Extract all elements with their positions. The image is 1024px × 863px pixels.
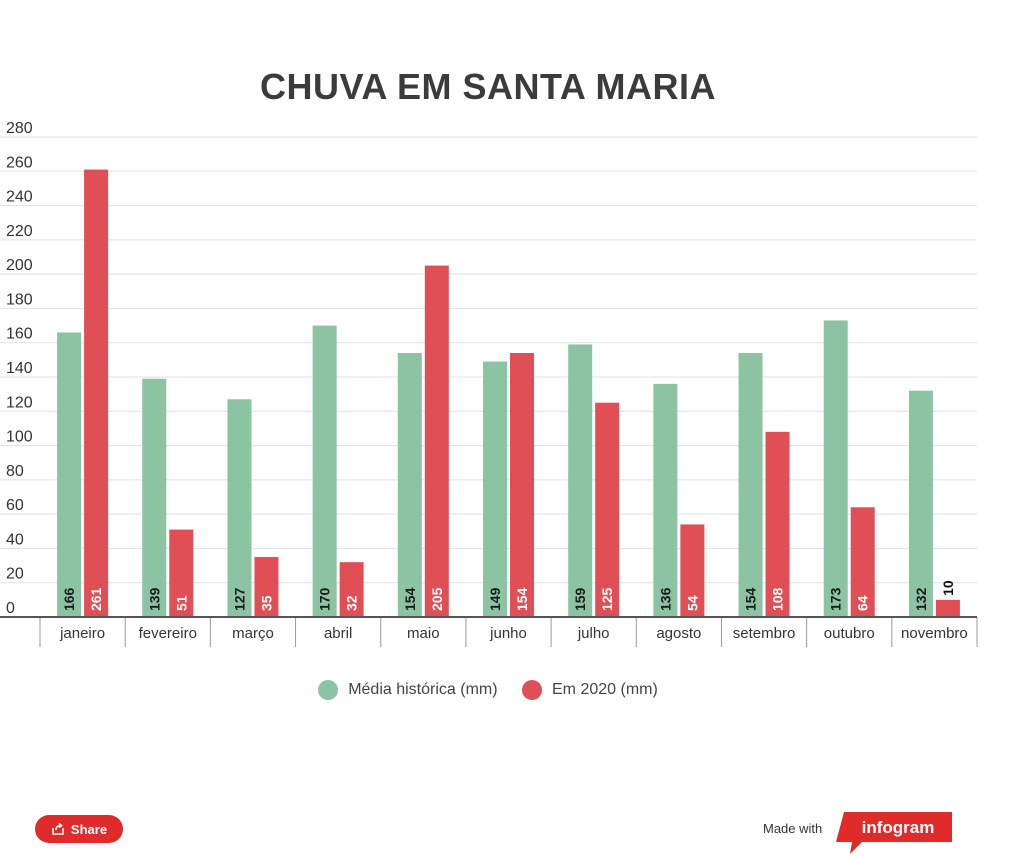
bar [397,353,422,617]
bar [765,431,790,617]
bar [595,402,620,617]
data-label: 154 [402,587,418,611]
bar [339,562,364,617]
bar [57,332,82,617]
bar [227,399,252,617]
y-tick-label: 60 [6,497,24,514]
legend-label-2020: Em 2020 (mm) [552,681,658,698]
x-tick-label: abril [324,625,352,642]
bars [57,169,960,618]
bar [169,529,194,617]
data-label: 154 [743,587,759,611]
data-label: 35 [258,595,274,611]
data-label: 149 [487,587,503,611]
legend-item-media[interactable]: Média histórica (mm) [318,680,498,700]
x-tick-label: outubro [824,625,875,642]
x-tick-label: março [232,625,274,642]
legend-swatch-media [318,680,339,700]
x-tick-label: janeiro [59,625,105,642]
y-tick-label: 220 [6,223,33,240]
y-tick-label: 0 [6,600,15,617]
share-button[interactable]: Share [35,815,123,843]
x-tick-label: agosto [656,625,701,642]
y-tick-label: 140 [6,360,33,377]
bar [312,325,337,617]
data-label: 166 [61,587,77,611]
bar [254,557,279,617]
x-tick-label: setembro [733,625,796,642]
data-label: 154 [514,587,530,611]
data-label: 205 [429,587,445,611]
data-label: 173 [828,587,844,611]
x-axis: janeiro fevereiro março abril maio junho julho… [0,616,978,647]
data-label: 32 [344,595,360,611]
y-tick-label: 280 [6,120,33,137]
data-label: 10 [940,580,956,596]
legend-swatch-2020 [522,680,542,700]
bar [142,378,167,617]
data-label: 108 [770,587,786,611]
data-label: 136 [657,587,673,611]
y-tick-label: 200 [6,257,33,274]
share-icon [52,822,64,835]
bar [483,361,507,617]
data-label: 139 [146,587,162,611]
bar [823,320,848,617]
data-label: 170 [317,587,333,611]
infogram-logo-text: infogram [862,818,935,837]
y-tick-label: 180 [6,291,33,308]
data-label: 132 [913,587,929,611]
y-tick-label: 120 [6,394,33,411]
y-tick-label: 260 [6,154,33,171]
y-tick-label: 20 [6,566,24,583]
data-label: 125 [599,587,615,611]
bar [424,265,449,617]
bar [84,169,109,618]
x-tick-label: maio [407,625,440,642]
y-axis-ticks: 0 20 40 60 80 100 120 140 160 180 200 220 240 260 280 [6,120,33,617]
x-tick-label: julho [577,625,610,642]
data-label: 261 [88,587,104,611]
share-label: Share [70,821,108,837]
y-tick-label: 100 [6,429,33,446]
infogram-logo[interactable]: infogram [836,812,952,854]
made-with-label: Made with [763,821,823,836]
chart-title: CHUVA EM SANTA MARIA [260,66,716,107]
y-tick-label: 240 [6,189,33,206]
bar [510,353,534,617]
data-label: 127 [231,587,247,611]
legend-item-2020[interactable]: Em 2020 (mm) [522,680,658,700]
x-tick-label: junho [489,625,527,642]
x-tick-label: novembro [901,625,968,642]
data-label: 54 [684,595,700,611]
bar [738,353,763,617]
y-tick-label: 40 [6,531,24,548]
legend-label-media: Média histórica (mm) [348,681,498,698]
bar [680,524,705,617]
data-labels: 166 261 139 51 127 35 170 32 154 205 149 154 159 125 1… [61,580,956,611]
data-label: 51 [173,595,189,611]
data-label: 64 [855,595,871,611]
legend: Média histórica (mm) Em 2020 (mm) [0,680,976,705]
x-tick-label: fevereiro [139,625,197,642]
bar [850,507,875,617]
bar [653,383,678,617]
bar [935,599,960,617]
y-tick-label: 80 [6,463,24,480]
bar [568,344,593,617]
bar [908,390,933,617]
data-label: 159 [572,587,588,611]
y-tick-label: 160 [6,326,33,343]
